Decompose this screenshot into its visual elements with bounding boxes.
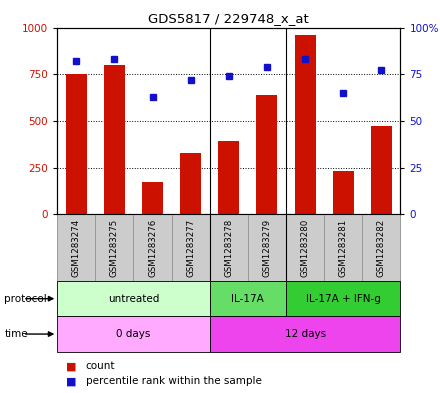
Text: ■: ■ (66, 361, 77, 371)
Text: IL-17A + IFN-g: IL-17A + IFN-g (306, 294, 381, 304)
Bar (286, 214, 324, 281)
Bar (210, 316, 400, 352)
Bar (57, 214, 95, 281)
Text: GSM1283278: GSM1283278 (224, 219, 233, 277)
Bar (324, 214, 362, 281)
Text: GSM1283274: GSM1283274 (72, 219, 81, 277)
Bar (362, 214, 400, 281)
Bar (57, 316, 210, 352)
Bar (95, 214, 133, 281)
Bar (371, 127, 392, 214)
Text: GSM1283277: GSM1283277 (186, 219, 195, 277)
Bar (172, 214, 210, 281)
Bar (133, 214, 172, 281)
Bar (104, 65, 125, 214)
Text: 0 days: 0 days (116, 329, 150, 339)
Text: ■: ■ (66, 376, 77, 386)
Bar (57, 281, 210, 316)
Bar (286, 281, 400, 316)
Bar (257, 95, 278, 214)
Title: GDS5817 / 229748_x_at: GDS5817 / 229748_x_at (148, 12, 309, 25)
Text: GSM1283275: GSM1283275 (110, 219, 119, 277)
Text: GSM1283280: GSM1283280 (301, 219, 310, 277)
Bar (333, 171, 354, 214)
Bar (248, 214, 286, 281)
Text: GSM1283279: GSM1283279 (262, 219, 271, 277)
Bar (295, 35, 315, 214)
Text: percentile rank within the sample: percentile rank within the sample (86, 376, 262, 386)
Bar (210, 281, 286, 316)
Bar (180, 152, 201, 214)
Text: protocol: protocol (4, 294, 47, 304)
Text: untreated: untreated (108, 294, 159, 304)
Bar (218, 141, 239, 214)
Text: GSM1283282: GSM1283282 (377, 219, 386, 277)
Text: time: time (4, 329, 28, 339)
Text: count: count (86, 361, 115, 371)
Bar (210, 214, 248, 281)
Bar (142, 182, 163, 214)
Text: 12 days: 12 days (285, 329, 326, 339)
Text: GSM1283281: GSM1283281 (339, 219, 348, 277)
Text: GSM1283276: GSM1283276 (148, 219, 157, 277)
Text: IL-17A: IL-17A (231, 294, 264, 304)
Bar (66, 74, 87, 214)
